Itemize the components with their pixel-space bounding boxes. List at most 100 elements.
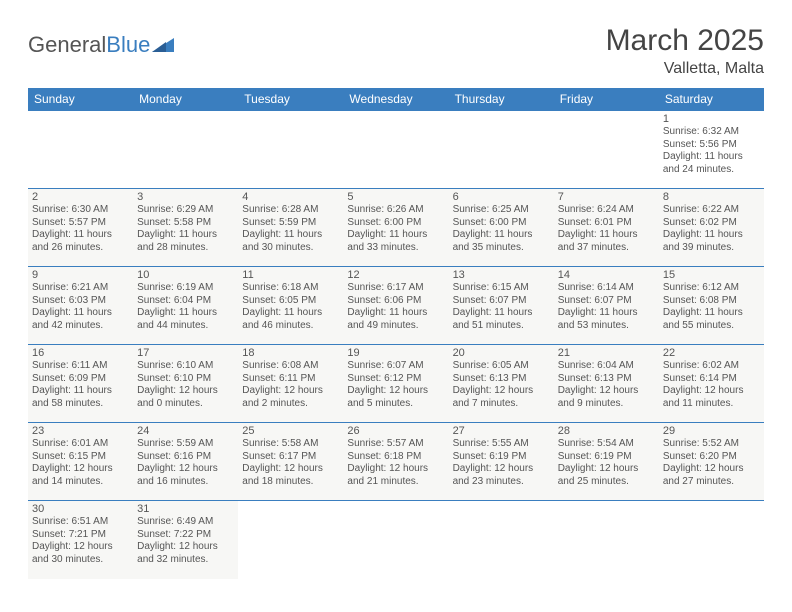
sunrise-line: Sunrise: 6:12 AM — [663, 282, 760, 295]
calendar-cell — [554, 111, 659, 189]
day-number: 28 — [558, 425, 655, 437]
day-number: 8 — [663, 191, 760, 203]
calendar-cell: 1Sunrise: 6:32 AMSunset: 5:56 PMDaylight… — [659, 111, 764, 189]
day-number: 30 — [32, 503, 129, 515]
calendar-cell: 10Sunrise: 6:19 AMSunset: 6:04 PMDayligh… — [133, 267, 238, 345]
daylight-line: Daylight: 12 hours and 2 minutes. — [242, 385, 339, 410]
sunset-line: Sunset: 6:19 PM — [558, 451, 655, 464]
sunrise-line: Sunrise: 6:24 AM — [558, 204, 655, 217]
calendar-cell: 5Sunrise: 6:26 AMSunset: 6:00 PMDaylight… — [343, 189, 448, 267]
sunrise-line: Sunrise: 6:10 AM — [137, 360, 234, 373]
weekday-header: Thursday — [449, 88, 554, 111]
day-number: 24 — [137, 425, 234, 437]
sunset-line: Sunset: 6:00 PM — [453, 217, 550, 230]
sunrise-line: Sunrise: 5:52 AM — [663, 438, 760, 451]
header: GeneralBlue March 2025 Valletta, Malta — [28, 24, 764, 78]
daylight-line: Daylight: 12 hours and 9 minutes. — [558, 385, 655, 410]
weekday-header: Friday — [554, 88, 659, 111]
title-block: March 2025 Valletta, Malta — [606, 24, 764, 78]
daylight-line: Daylight: 12 hours and 16 minutes. — [137, 463, 234, 488]
sunset-line: Sunset: 6:09 PM — [32, 373, 129, 386]
daylight-line: Daylight: 12 hours and 30 minutes. — [32, 541, 129, 566]
day-number: 13 — [453, 269, 550, 281]
day-number: 26 — [347, 425, 444, 437]
calendar-cell: 8Sunrise: 6:22 AMSunset: 6:02 PMDaylight… — [659, 189, 764, 267]
sunrise-line: Sunrise: 6:32 AM — [663, 126, 760, 139]
sunset-line: Sunset: 6:18 PM — [347, 451, 444, 464]
sunset-line: Sunset: 6:06 PM — [347, 295, 444, 308]
calendar-cell: 15Sunrise: 6:12 AMSunset: 6:08 PMDayligh… — [659, 267, 764, 345]
day-number: 16 — [32, 347, 129, 359]
daylight-line: Daylight: 11 hours and 28 minutes. — [137, 229, 234, 254]
calendar-cell: 3Sunrise: 6:29 AMSunset: 5:58 PMDaylight… — [133, 189, 238, 267]
day-number: 1 — [663, 113, 760, 125]
weekday-header: Sunday — [28, 88, 133, 111]
sunrise-line: Sunrise: 6:11 AM — [32, 360, 129, 373]
sunrise-line: Sunrise: 6:08 AM — [242, 360, 339, 373]
calendar-cell: 25Sunrise: 5:58 AMSunset: 6:17 PMDayligh… — [238, 423, 343, 501]
calendar-cell: 18Sunrise: 6:08 AMSunset: 6:11 PMDayligh… — [238, 345, 343, 423]
sunset-line: Sunset: 6:16 PM — [137, 451, 234, 464]
day-number: 10 — [137, 269, 234, 281]
calendar-cell: 13Sunrise: 6:15 AMSunset: 6:07 PMDayligh… — [449, 267, 554, 345]
sunset-line: Sunset: 5:57 PM — [32, 217, 129, 230]
daylight-line: Daylight: 11 hours and 46 minutes. — [242, 307, 339, 332]
daylight-line: Daylight: 12 hours and 25 minutes. — [558, 463, 655, 488]
sunrise-line: Sunrise: 6:22 AM — [663, 204, 760, 217]
daylight-line: Daylight: 11 hours and 55 minutes. — [663, 307, 760, 332]
calendar-cell: 6Sunrise: 6:25 AMSunset: 6:00 PMDaylight… — [449, 189, 554, 267]
sunset-line: Sunset: 6:14 PM — [663, 373, 760, 386]
calendar-body: 1Sunrise: 6:32 AMSunset: 5:56 PMDaylight… — [28, 111, 764, 579]
weekday-header: Tuesday — [238, 88, 343, 111]
day-number: 11 — [242, 269, 339, 281]
location: Valletta, Malta — [606, 60, 764, 78]
daylight-line: Daylight: 11 hours and 53 minutes. — [558, 307, 655, 332]
flag-icon — [152, 36, 174, 52]
month-title: March 2025 — [606, 24, 764, 58]
sunrise-line: Sunrise: 6:17 AM — [347, 282, 444, 295]
calendar-cell — [554, 501, 659, 579]
calendar-cell — [133, 111, 238, 189]
sunset-line: Sunset: 6:20 PM — [663, 451, 760, 464]
calendar-cell — [343, 111, 448, 189]
sunrise-line: Sunrise: 6:19 AM — [137, 282, 234, 295]
calendar-cell: 30Sunrise: 6:51 AMSunset: 7:21 PMDayligh… — [28, 501, 133, 579]
day-number: 29 — [663, 425, 760, 437]
daylight-line: Daylight: 11 hours and 26 minutes. — [32, 229, 129, 254]
sunset-line: Sunset: 6:04 PM — [137, 295, 234, 308]
daylight-line: Daylight: 11 hours and 33 minutes. — [347, 229, 444, 254]
sunset-line: Sunset: 6:07 PM — [558, 295, 655, 308]
calendar-cell: 11Sunrise: 6:18 AMSunset: 6:05 PMDayligh… — [238, 267, 343, 345]
calendar-cell: 28Sunrise: 5:54 AMSunset: 6:19 PMDayligh… — [554, 423, 659, 501]
sunset-line: Sunset: 6:17 PM — [242, 451, 339, 464]
day-number: 6 — [453, 191, 550, 203]
daylight-line: Daylight: 11 hours and 49 minutes. — [347, 307, 444, 332]
calendar-cell: 4Sunrise: 6:28 AMSunset: 5:59 PMDaylight… — [238, 189, 343, 267]
day-number: 19 — [347, 347, 444, 359]
daylight-line: Daylight: 11 hours and 51 minutes. — [453, 307, 550, 332]
brand-logo: GeneralBlue — [28, 32, 174, 58]
weekday-header: Monday — [133, 88, 238, 111]
day-number: 2 — [32, 191, 129, 203]
sunset-line: Sunset: 6:08 PM — [663, 295, 760, 308]
calendar-cell — [449, 501, 554, 579]
daylight-line: Daylight: 11 hours and 35 minutes. — [453, 229, 550, 254]
sunset-line: Sunset: 7:22 PM — [137, 529, 234, 542]
sunrise-line: Sunrise: 6:29 AM — [137, 204, 234, 217]
calendar-cell: 23Sunrise: 6:01 AMSunset: 6:15 PMDayligh… — [28, 423, 133, 501]
calendar-cell: 7Sunrise: 6:24 AMSunset: 6:01 PMDaylight… — [554, 189, 659, 267]
daylight-line: Daylight: 11 hours and 30 minutes. — [242, 229, 339, 254]
sunset-line: Sunset: 6:05 PM — [242, 295, 339, 308]
calendar-cell: 2Sunrise: 6:30 AMSunset: 5:57 PMDaylight… — [28, 189, 133, 267]
sunrise-line: Sunrise: 6:49 AM — [137, 516, 234, 529]
calendar-cell: 14Sunrise: 6:14 AMSunset: 6:07 PMDayligh… — [554, 267, 659, 345]
calendar-cell — [238, 501, 343, 579]
sunset-line: Sunset: 6:01 PM — [558, 217, 655, 230]
sunrise-line: Sunrise: 5:54 AM — [558, 438, 655, 451]
sunrise-line: Sunrise: 6:51 AM — [32, 516, 129, 529]
sunrise-line: Sunrise: 6:21 AM — [32, 282, 129, 295]
calendar-cell — [659, 501, 764, 579]
sunset-line: Sunset: 6:15 PM — [32, 451, 129, 464]
daylight-line: Daylight: 11 hours and 42 minutes. — [32, 307, 129, 332]
daylight-line: Daylight: 12 hours and 0 minutes. — [137, 385, 234, 410]
